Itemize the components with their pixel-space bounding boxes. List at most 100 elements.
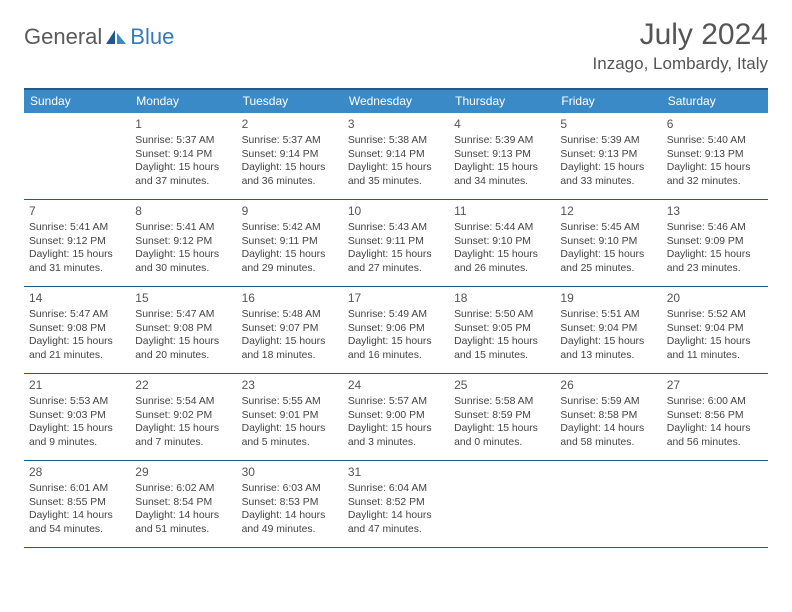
- day-cell: 5Sunrise: 5:39 AMSunset: 9:13 PMDaylight…: [555, 113, 661, 199]
- daylight-text: Daylight: 15 hours and 3 minutes.: [348, 422, 444, 449]
- sunrise-text: Sunrise: 5:54 AM: [135, 395, 231, 409]
- sunset-text: Sunset: 9:13 PM: [560, 148, 656, 162]
- sunrise-text: Sunrise: 6:03 AM: [242, 482, 338, 496]
- day-number: 23: [242, 378, 338, 394]
- daylight-text: Daylight: 15 hours and 30 minutes.: [135, 248, 231, 275]
- sunrise-text: Sunrise: 5:43 AM: [348, 221, 444, 235]
- daylight-text: Daylight: 14 hours and 51 minutes.: [135, 509, 231, 536]
- day-cell: 26Sunrise: 5:59 AMSunset: 8:58 PMDayligh…: [555, 374, 661, 460]
- daylight-text: Daylight: 14 hours and 56 minutes.: [667, 422, 763, 449]
- day-number: 19: [560, 291, 656, 307]
- sunrise-text: Sunrise: 5:37 AM: [242, 134, 338, 148]
- sunset-text: Sunset: 9:14 PM: [348, 148, 444, 162]
- sunrise-text: Sunrise: 5:51 AM: [560, 308, 656, 322]
- sunrise-text: Sunrise: 5:59 AM: [560, 395, 656, 409]
- dow-cell: Wednesday: [343, 90, 449, 113]
- day-cell: 8Sunrise: 5:41 AMSunset: 9:12 PMDaylight…: [130, 200, 236, 286]
- day-number: 15: [135, 291, 231, 307]
- title-block: July 2024 Inzago, Lombardy, Italy: [593, 18, 768, 74]
- sunrise-text: Sunrise: 5:39 AM: [560, 134, 656, 148]
- day-cell: 18Sunrise: 5:50 AMSunset: 9:05 PMDayligh…: [449, 287, 555, 373]
- daylight-text: Daylight: 15 hours and 35 minutes.: [348, 161, 444, 188]
- days-of-week-row: SundayMondayTuesdayWednesdayThursdayFrid…: [24, 90, 768, 113]
- sunset-text: Sunset: 9:06 PM: [348, 322, 444, 336]
- daylight-text: Daylight: 15 hours and 25 minutes.: [560, 248, 656, 275]
- sunset-text: Sunset: 8:54 PM: [135, 496, 231, 510]
- sunrise-text: Sunrise: 5:50 AM: [454, 308, 550, 322]
- day-cell: 1Sunrise: 5:37 AMSunset: 9:14 PMDaylight…: [130, 113, 236, 199]
- daylight-text: Daylight: 15 hours and 23 minutes.: [667, 248, 763, 275]
- sunset-text: Sunset: 9:07 PM: [242, 322, 338, 336]
- location: Inzago, Lombardy, Italy: [593, 54, 768, 74]
- daylight-text: Daylight: 15 hours and 20 minutes.: [135, 335, 231, 362]
- calendar: SundayMondayTuesdayWednesdayThursdayFrid…: [24, 88, 768, 548]
- day-number: 17: [348, 291, 444, 307]
- sunset-text: Sunset: 8:59 PM: [454, 409, 550, 423]
- weeks-container: 1Sunrise: 5:37 AMSunset: 9:14 PMDaylight…: [24, 113, 768, 548]
- sunset-text: Sunset: 8:58 PM: [560, 409, 656, 423]
- day-cell: 3Sunrise: 5:38 AMSunset: 9:14 PMDaylight…: [343, 113, 449, 199]
- day-cell: 13Sunrise: 5:46 AMSunset: 9:09 PMDayligh…: [662, 200, 768, 286]
- daylight-text: Daylight: 14 hours and 54 minutes.: [29, 509, 125, 536]
- daylight-text: Daylight: 14 hours and 49 minutes.: [242, 509, 338, 536]
- day-cell: 14Sunrise: 5:47 AMSunset: 9:08 PMDayligh…: [24, 287, 130, 373]
- day-cell: 23Sunrise: 5:55 AMSunset: 9:01 PMDayligh…: [237, 374, 343, 460]
- daylight-text: Daylight: 15 hours and 31 minutes.: [29, 248, 125, 275]
- daylight-text: Daylight: 15 hours and 13 minutes.: [560, 335, 656, 362]
- dow-cell: Tuesday: [237, 90, 343, 113]
- sunrise-text: Sunrise: 5:37 AM: [135, 134, 231, 148]
- sunset-text: Sunset: 9:14 PM: [242, 148, 338, 162]
- sunrise-text: Sunrise: 5:47 AM: [135, 308, 231, 322]
- daylight-text: Daylight: 15 hours and 32 minutes.: [667, 161, 763, 188]
- sunset-text: Sunset: 9:04 PM: [560, 322, 656, 336]
- daylight-text: Daylight: 15 hours and 26 minutes.: [454, 248, 550, 275]
- daylight-text: Daylight: 15 hours and 5 minutes.: [242, 422, 338, 449]
- daylight-text: Daylight: 15 hours and 11 minutes.: [667, 335, 763, 362]
- daylight-text: Daylight: 15 hours and 16 minutes.: [348, 335, 444, 362]
- sunrise-text: Sunrise: 5:41 AM: [135, 221, 231, 235]
- day-number: 5: [560, 117, 656, 133]
- sunrise-text: Sunrise: 5:47 AM: [29, 308, 125, 322]
- sunset-text: Sunset: 8:56 PM: [667, 409, 763, 423]
- day-cell: 4Sunrise: 5:39 AMSunset: 9:13 PMDaylight…: [449, 113, 555, 199]
- sunrise-text: Sunrise: 5:44 AM: [454, 221, 550, 235]
- sunrise-text: Sunrise: 5:41 AM: [29, 221, 125, 235]
- sunset-text: Sunset: 8:52 PM: [348, 496, 444, 510]
- day-number: 9: [242, 204, 338, 220]
- sunset-text: Sunset: 9:01 PM: [242, 409, 338, 423]
- day-cell: 20Sunrise: 5:52 AMSunset: 9:04 PMDayligh…: [662, 287, 768, 373]
- day-cell: [555, 461, 661, 547]
- day-cell: 15Sunrise: 5:47 AMSunset: 9:08 PMDayligh…: [130, 287, 236, 373]
- daylight-text: Daylight: 15 hours and 33 minutes.: [560, 161, 656, 188]
- day-number: 28: [29, 465, 125, 481]
- sunset-text: Sunset: 9:05 PM: [454, 322, 550, 336]
- day-number: 2: [242, 117, 338, 133]
- day-cell: 10Sunrise: 5:43 AMSunset: 9:11 PMDayligh…: [343, 200, 449, 286]
- sunset-text: Sunset: 9:08 PM: [135, 322, 231, 336]
- day-number: 18: [454, 291, 550, 307]
- day-cell: 29Sunrise: 6:02 AMSunset: 8:54 PMDayligh…: [130, 461, 236, 547]
- day-cell: 17Sunrise: 5:49 AMSunset: 9:06 PMDayligh…: [343, 287, 449, 373]
- day-number: 20: [667, 291, 763, 307]
- sunrise-text: Sunrise: 5:55 AM: [242, 395, 338, 409]
- logo: General Blue: [24, 24, 174, 50]
- sunrise-text: Sunrise: 6:01 AM: [29, 482, 125, 496]
- dow-cell: Thursday: [449, 90, 555, 113]
- sunset-text: Sunset: 9:14 PM: [135, 148, 231, 162]
- sunrise-text: Sunrise: 6:00 AM: [667, 395, 763, 409]
- daylight-text: Daylight: 15 hours and 18 minutes.: [242, 335, 338, 362]
- day-number: 21: [29, 378, 125, 394]
- week-row: 21Sunrise: 5:53 AMSunset: 9:03 PMDayligh…: [24, 374, 768, 461]
- day-number: 22: [135, 378, 231, 394]
- day-cell: 22Sunrise: 5:54 AMSunset: 9:02 PMDayligh…: [130, 374, 236, 460]
- daylight-text: Daylight: 15 hours and 15 minutes.: [454, 335, 550, 362]
- sunset-text: Sunset: 9:11 PM: [242, 235, 338, 249]
- sunset-text: Sunset: 9:02 PM: [135, 409, 231, 423]
- week-row: 7Sunrise: 5:41 AMSunset: 9:12 PMDaylight…: [24, 200, 768, 287]
- day-number: 3: [348, 117, 444, 133]
- daylight-text: Daylight: 14 hours and 58 minutes.: [560, 422, 656, 449]
- daylight-text: Daylight: 15 hours and 36 minutes.: [242, 161, 338, 188]
- sunset-text: Sunset: 9:10 PM: [454, 235, 550, 249]
- sunset-text: Sunset: 9:13 PM: [454, 148, 550, 162]
- sunrise-text: Sunrise: 5:39 AM: [454, 134, 550, 148]
